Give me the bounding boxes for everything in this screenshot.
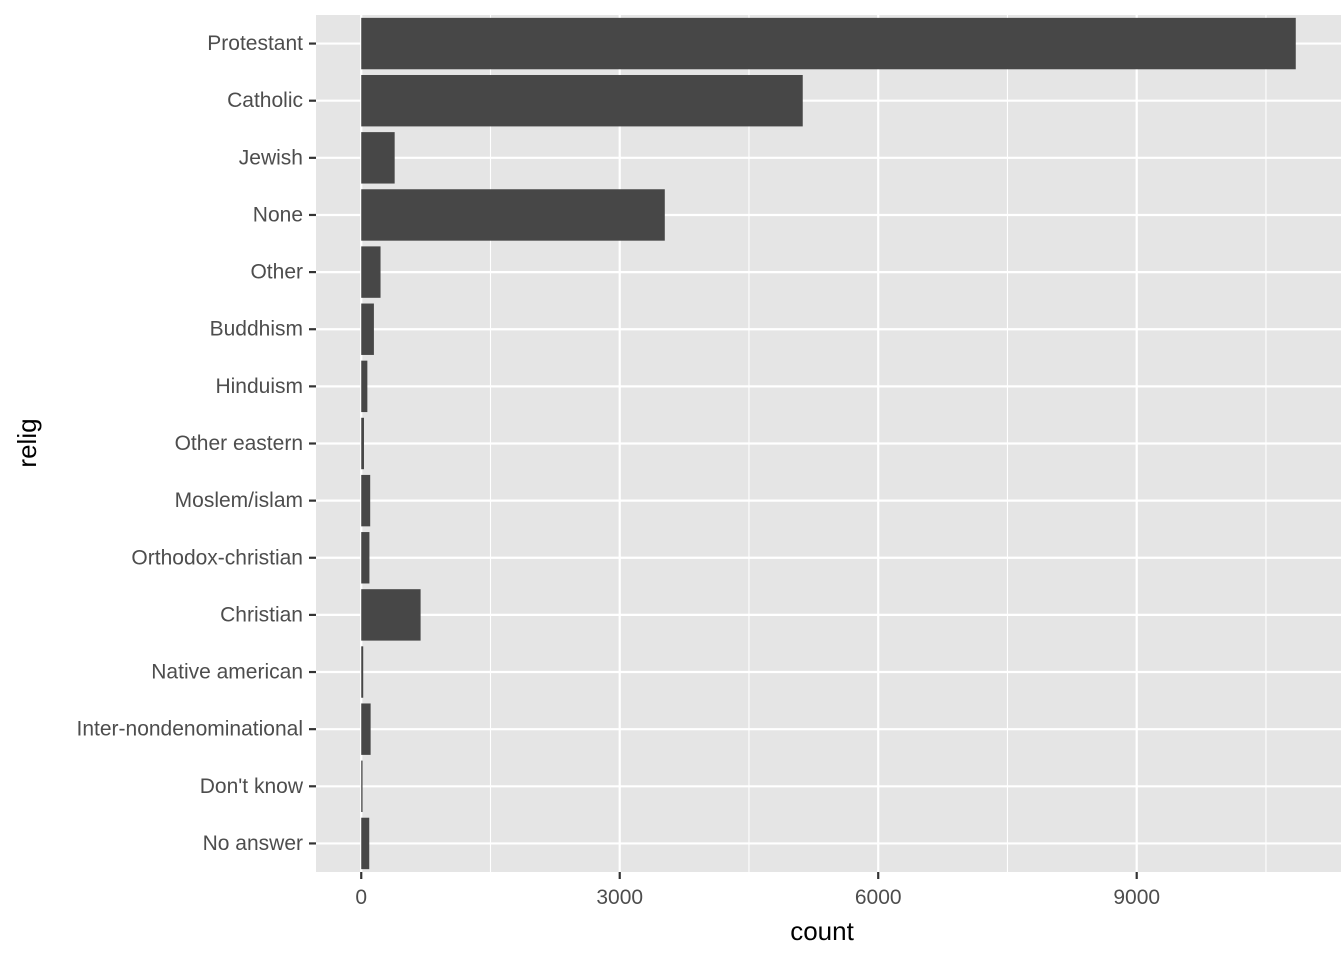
bar xyxy=(361,646,364,698)
y-tick-label: Hinduism xyxy=(215,375,303,398)
bars xyxy=(361,17,1296,870)
y-tick-label: Protestant xyxy=(207,32,303,55)
bar xyxy=(361,303,374,355)
x-tick-label: 0 xyxy=(355,886,367,909)
bar xyxy=(361,817,370,870)
x-tick-label: 9000 xyxy=(1113,886,1160,909)
y-tick-label: Orthodox-christian xyxy=(131,546,303,569)
x-tick-label: 3000 xyxy=(596,886,643,909)
y-tick-label: Inter-nondenominational xyxy=(77,718,304,741)
y-tick-label: Jewish xyxy=(239,146,303,169)
y-tick-label: Buddhism xyxy=(210,318,303,341)
x-axis-title: count xyxy=(790,916,854,946)
x-tick-label: 6000 xyxy=(855,886,902,909)
y-axis-title: relig xyxy=(12,418,42,467)
bar xyxy=(361,474,371,527)
bar xyxy=(361,17,1296,70)
y-tick-label: Catholic xyxy=(227,89,303,112)
x-axis: 0 3000 6000 9000 xyxy=(355,872,1160,909)
y-tick-label: No answer xyxy=(203,832,303,855)
y-tick-label: Don't know xyxy=(200,775,304,798)
bar xyxy=(361,246,381,298)
bar xyxy=(361,703,371,755)
bar xyxy=(361,760,363,813)
bar xyxy=(361,417,364,470)
bar xyxy=(361,589,421,641)
y-tick-label: Christian xyxy=(220,603,303,626)
bar xyxy=(361,532,370,584)
y-tick-label: Other xyxy=(250,261,303,284)
bar xyxy=(361,132,395,184)
bar xyxy=(361,360,368,413)
y-tick-label: Native american xyxy=(151,661,303,684)
y-tick-label: Other eastern xyxy=(175,432,303,455)
y-tick-label: None xyxy=(253,203,303,226)
bar xyxy=(361,189,665,241)
bar xyxy=(361,74,803,127)
y-tick-label: Moslem/islam xyxy=(175,489,303,512)
y-axis: Protestant Catholic Jewish None Other Buddhis… xyxy=(77,32,316,855)
